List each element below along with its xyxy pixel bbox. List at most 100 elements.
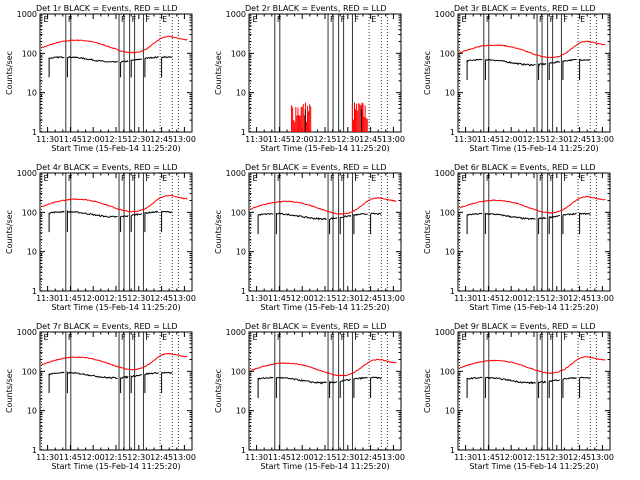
x-tick-label: 11:30: [454, 135, 477, 144]
panel-title: Det 2r BLACK = Events, RED = LLD: [245, 4, 387, 13]
marker-label: F: [68, 333, 73, 342]
events-series: [548, 60, 561, 80]
events-series: [538, 216, 547, 235]
x-axis-label: Start Time (15-Feb-14 11:25:20): [469, 144, 598, 153]
events-series: [466, 376, 483, 398]
events-series: [130, 373, 143, 394]
x-tick-label: 12:15: [522, 135, 545, 144]
events-series: [66, 55, 118, 78]
x-tick-label: 11:45: [268, 453, 291, 462]
x-tick-label: 12:00: [500, 294, 523, 303]
detector-panel-8: Det 8r BLACK = Events, RED = LLD 1 10 100 10…: [214, 322, 405, 471]
panel-title: Det 8r BLACK = Events, RED = LLD: [245, 322, 387, 331]
marker-label: F: [341, 333, 346, 342]
marker-label: E: [253, 15, 258, 24]
x-tick-label: 11:30: [36, 135, 59, 144]
marker-label: E: [253, 174, 258, 183]
y-tick-label: 10: [27, 407, 37, 416]
x-tick-label: 11:45: [59, 453, 82, 462]
marker-label: F: [277, 15, 282, 24]
x-tick-label: 13:00: [173, 135, 196, 144]
events-series: [562, 212, 577, 235]
events-series: [484, 376, 536, 398]
y-tick-label: 10: [27, 248, 37, 257]
events-series: [562, 376, 577, 398]
x-tick-label: 11:45: [268, 294, 291, 303]
marker-label: E: [580, 15, 585, 24]
events-series: [257, 212, 274, 235]
y-axis-label: Counts/sec: [423, 369, 432, 413]
events-series: [329, 380, 338, 398]
marker-label: F: [121, 15, 126, 24]
marker-label: F: [550, 333, 555, 342]
marker-label: F: [121, 174, 126, 183]
marker-label: F: [539, 174, 544, 183]
y-tick-label: 100: [440, 208, 455, 217]
x-tick-label: 11:45: [477, 135, 500, 144]
marker-label: F: [341, 15, 346, 24]
events-series: [538, 380, 547, 398]
x-tick-label: 12:30: [336, 294, 359, 303]
panel-title: Det 4r BLACK = Events, RED = LLD: [36, 163, 178, 172]
y-tick-label: 1000: [435, 328, 455, 337]
events-series: [579, 212, 591, 235]
events-series: [339, 214, 352, 235]
events-series: [161, 56, 173, 78]
marker-label: F: [277, 174, 282, 183]
x-tick-label: 13:00: [173, 294, 196, 303]
lld-series: [459, 40, 606, 59]
marker-label: E: [580, 333, 585, 342]
x-tick-label: 12:15: [522, 453, 545, 462]
events-series: [275, 376, 327, 398]
x-tick-label: 13:00: [382, 453, 405, 462]
y-tick-label: 100: [440, 367, 455, 376]
x-tick-label: 13:00: [173, 453, 196, 462]
y-tick-label: 1: [32, 128, 37, 137]
plot-frame: [39, 331, 193, 451]
x-tick-label: 13:00: [382, 135, 405, 144]
y-tick-label: 1000: [226, 328, 246, 337]
x-tick-label: 12:45: [150, 135, 173, 144]
x-tick-label: 12:30: [336, 135, 359, 144]
y-tick-label: 100: [231, 49, 246, 58]
events-series: [144, 210, 159, 233]
x-tick-label: 12:30: [545, 135, 568, 144]
events-series: [130, 213, 143, 233]
events-series: [144, 371, 159, 394]
events-series: [120, 60, 129, 78]
events-series: [48, 210, 65, 233]
y-tick-label: 10: [445, 89, 455, 98]
y-tick-label: 1000: [435, 10, 455, 19]
lld-series: [459, 356, 606, 374]
y-tick-label: 10: [236, 89, 246, 98]
marker-label: E: [580, 174, 585, 183]
events-series: [120, 375, 129, 394]
x-tick-label: 11:30: [245, 135, 268, 144]
x-tick-label: 12:30: [127, 135, 150, 144]
x-tick-label: 12:00: [291, 135, 314, 144]
events-series: [579, 58, 591, 80]
panel-title: Det 7r BLACK = Events, RED = LLD: [36, 322, 178, 331]
panel-title: Det 9r BLACK = Events, RED = LLD: [454, 322, 596, 331]
y-tick-label: 10: [236, 407, 246, 416]
x-tick-label: 11:45: [268, 135, 291, 144]
x-tick-label: 11:30: [36, 294, 59, 303]
x-tick-label: 12:45: [568, 453, 591, 462]
x-tick-label: 12:00: [82, 135, 105, 144]
events-series: [144, 56, 159, 78]
events-series: [48, 56, 65, 78]
y-tick-label: 1: [450, 128, 455, 137]
y-tick-label: 100: [22, 208, 37, 217]
events-series: [466, 58, 483, 80]
x-tick-label: 12:00: [291, 294, 314, 303]
y-tick-label: 10: [445, 248, 455, 257]
events-series: [120, 215, 129, 233]
marker-label: F: [563, 15, 568, 24]
panel-title: Det 3r BLACK = Events, RED = LLD: [454, 4, 596, 13]
x-tick-label: 11:45: [59, 135, 82, 144]
events-series: [538, 62, 547, 80]
panel-title: Det 5r BLACK = Events, RED = LLD: [245, 163, 387, 172]
events-series: [257, 376, 274, 398]
marker-label: F: [354, 174, 359, 183]
marker-label: E: [44, 15, 49, 24]
